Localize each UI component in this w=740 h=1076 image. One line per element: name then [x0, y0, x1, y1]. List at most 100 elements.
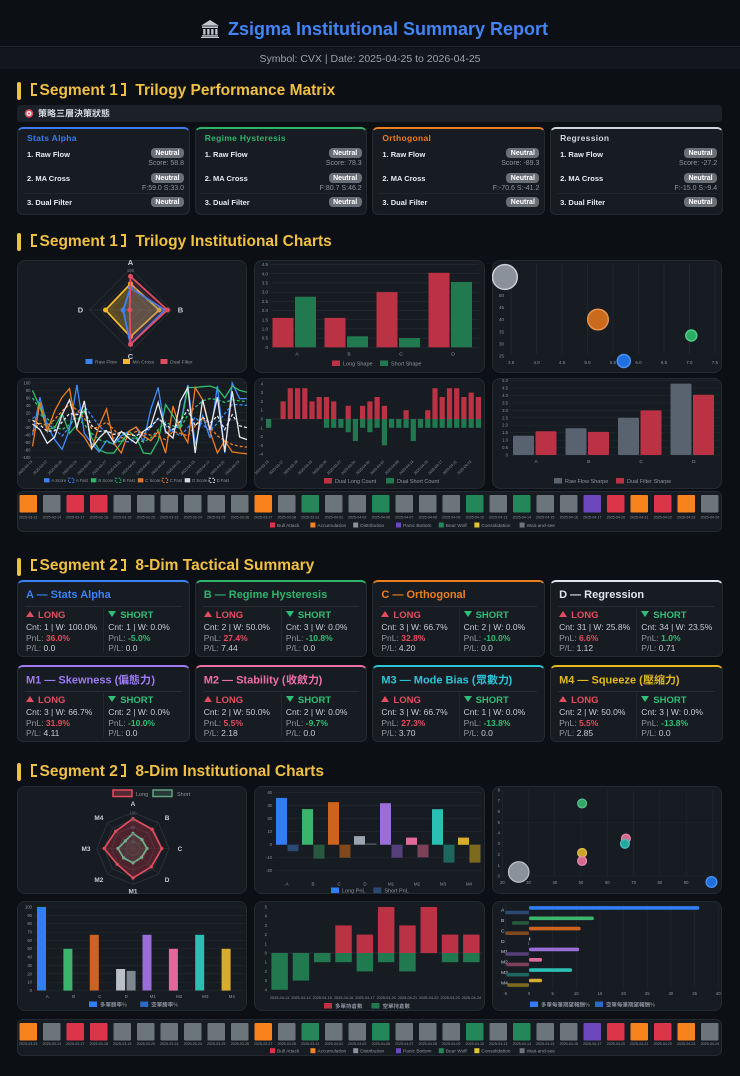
svg-text:2025-04-24: 2025-04-24	[462, 996, 481, 1000]
svg-text:M4: M4	[501, 980, 508, 986]
svg-text:Wait-and-see: Wait-and-see	[527, 1048, 556, 1054]
svg-text:2025-04-08: 2025-04-08	[419, 516, 437, 520]
svg-text:2025-04-10: 2025-04-10	[466, 516, 484, 520]
svg-text:Dual Long Count: Dual Long Count	[335, 479, 377, 485]
svg-text:-10: -10	[266, 855, 273, 860]
svg-text:2025-03-19: 2025-03-19	[47, 460, 63, 476]
svg-text:70: 70	[27, 930, 32, 935]
svg-text:1.0: 1.0	[502, 438, 508, 443]
svg-text:20: 20	[131, 839, 136, 844]
svg-text:2025-04-13: 2025-04-13	[489, 1041, 507, 1045]
svg-text:D: D	[501, 939, 505, 945]
svg-text:M2: M2	[501, 960, 508, 966]
svg-text:Short: Short	[177, 792, 191, 798]
svg-text:30: 30	[27, 963, 32, 968]
svg-text:40: 40	[26, 403, 31, 408]
svg-text:Distribution: Distribution	[360, 523, 384, 529]
svg-text:2025-04-21: 2025-04-21	[210, 460, 226, 476]
svg-text:3: 3	[265, 978, 268, 983]
svg-text:2025-04-09: 2025-04-09	[151, 460, 167, 476]
svg-text:2.0: 2.0	[262, 308, 269, 313]
svg-text:10: 10	[268, 829, 273, 834]
svg-text:%: %	[650, 1002, 655, 1008]
svg-text:2025-04-13: 2025-04-13	[270, 996, 289, 1000]
svg-text:M1: M1	[150, 994, 157, 999]
svg-text:Raw Flow Sharpe: Raw Flow Sharpe	[565, 479, 608, 485]
svg-text:3.0: 3.0	[262, 290, 269, 295]
svg-text:20: 20	[500, 880, 505, 885]
svg-text:Short PnL: Short PnL	[385, 888, 409, 894]
svg-text:3: 3	[261, 390, 264, 395]
svg-text:20: 20	[26, 410, 31, 415]
svg-text:80: 80	[27, 921, 32, 926]
svg-text:4: 4	[261, 381, 264, 386]
svg-text:2025-03-28: 2025-03-28	[278, 516, 296, 520]
svg-text:2025-04-22: 2025-04-22	[419, 996, 438, 1000]
svg-text:40: 40	[268, 790, 273, 795]
svg-text:Wait-and-see: Wait-and-see	[527, 523, 556, 529]
svg-text:8: 8	[497, 788, 500, 793]
svg-text:M2: M2	[176, 994, 183, 999]
svg-text:2.5: 2.5	[262, 299, 269, 304]
svg-text:2025-04-21: 2025-04-21	[630, 516, 648, 520]
svg-text:Raw Flow: Raw Flow	[95, 359, 117, 365]
svg-text:3.5: 3.5	[508, 360, 515, 365]
svg-text:-80: -80	[24, 447, 31, 452]
svg-text:5.5: 5.5	[610, 360, 617, 365]
svg-text:Bear Wolf: Bear Wolf	[446, 523, 468, 529]
svg-text:2025-04-08: 2025-04-08	[419, 1041, 437, 1045]
svg-text:C: C	[400, 351, 404, 357]
svg-text:1.0: 1.0	[262, 326, 269, 331]
svg-text:1.5: 1.5	[262, 317, 269, 322]
svg-text:0: 0	[505, 452, 508, 457]
svg-text:0: 0	[527, 991, 530, 996]
svg-text:-20: -20	[266, 868, 273, 873]
svg-text:2025-04-15: 2025-04-15	[413, 460, 429, 476]
svg-text:D: D	[452, 351, 456, 357]
svg-text:2025-04-22: 2025-04-22	[654, 516, 672, 520]
svg-text:C: C	[98, 994, 102, 999]
svg-text:A: A	[286, 881, 289, 886]
svg-text:60: 60	[26, 395, 31, 400]
svg-text:-3: -3	[260, 443, 264, 448]
svg-text:2025-03-18: 2025-03-18	[90, 516, 108, 520]
svg-text:60: 60	[131, 825, 136, 830]
svg-text:2.5: 2.5	[502, 415, 508, 420]
svg-text:2025-04-02: 2025-04-02	[348, 1041, 366, 1045]
svg-text:D: D	[364, 881, 368, 886]
svg-text:D: D	[165, 877, 170, 884]
svg-text:50: 50	[132, 287, 137, 292]
svg-text:4.5: 4.5	[559, 360, 566, 365]
svg-text:2025-03-26: 2025-03-26	[231, 516, 249, 520]
svg-text:B: B	[501, 918, 505, 924]
svg-text:2025-04-24: 2025-04-24	[701, 1041, 719, 1045]
svg-text:2025-04-09: 2025-04-09	[442, 1041, 460, 1045]
svg-text:A: A	[296, 351, 300, 357]
svg-text:2: 2	[261, 399, 264, 404]
svg-text:Short Shape: Short Shape	[391, 361, 422, 367]
svg-text:4.0: 4.0	[533, 360, 540, 365]
svg-text:0: 0	[270, 842, 273, 847]
svg-text:2025-04-15: 2025-04-15	[180, 460, 196, 476]
svg-text:5: 5	[497, 820, 500, 825]
svg-text:2.0: 2.0	[502, 423, 508, 428]
svg-text:M4: M4	[94, 815, 103, 822]
svg-text:4: 4	[265, 914, 268, 919]
svg-text:1.5: 1.5	[502, 430, 508, 435]
svg-text:35: 35	[692, 991, 697, 996]
svg-text:-2: -2	[260, 434, 264, 439]
svg-text:2025-03-14: 2025-03-14	[43, 516, 61, 520]
svg-text:Dual Filter Sharpe: Dual Filter Sharpe	[627, 479, 671, 485]
svg-text:80: 80	[26, 388, 31, 393]
svg-text:2025-03-27: 2025-03-27	[91, 460, 107, 476]
svg-text:2025-03-23: 2025-03-23	[160, 516, 178, 520]
svg-text:-1: -1	[260, 425, 264, 430]
svg-text:2025-04-15: 2025-04-15	[536, 516, 554, 520]
svg-text:80: 80	[657, 880, 662, 885]
svg-text:A: A	[534, 459, 538, 465]
svg-text:Dual Filter: Dual Filter	[170, 359, 193, 365]
svg-text:0: 0	[266, 345, 269, 350]
svg-text:-60: -60	[24, 440, 31, 445]
svg-text:2025-03-19: 2025-03-19	[113, 516, 131, 520]
svg-text:2025-04-21: 2025-04-21	[398, 996, 417, 1000]
